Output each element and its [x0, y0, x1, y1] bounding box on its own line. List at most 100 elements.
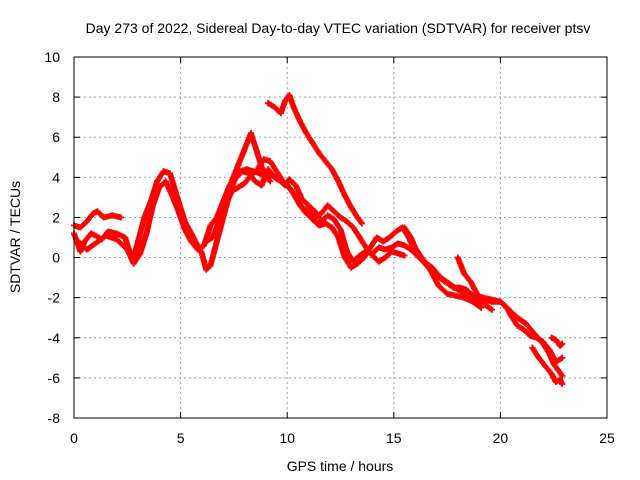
data-point: [77, 224, 84, 231]
x-axis-ticks: 0 5 10 15 20 25: [70, 57, 615, 446]
data-point: [292, 182, 299, 189]
data-point: [469, 298, 476, 305]
data-point: [441, 278, 448, 285]
data-point: [211, 246, 218, 253]
y-tick-label: -6: [48, 370, 61, 386]
data-point: [241, 146, 248, 153]
x-tick-label: 25: [599, 430, 615, 446]
y-axis-label: SDTVAR / TECUs: [7, 181, 23, 293]
data-point: [401, 242, 408, 249]
data-point: [454, 254, 461, 261]
x-tick-label: 20: [493, 430, 509, 446]
data-point: [542, 362, 549, 369]
data-point: [328, 224, 335, 231]
data-point: [94, 208, 101, 215]
data-point: [471, 294, 478, 301]
data-point: [382, 246, 389, 253]
data-point: [143, 230, 150, 237]
data-point: [100, 214, 107, 221]
series-track-j: [529, 344, 566, 387]
data-point: [299, 204, 306, 211]
data-point: [286, 92, 293, 99]
data-point: [418, 254, 425, 261]
data-point: [169, 192, 176, 199]
data-point: [260, 156, 267, 163]
data-point: [546, 346, 553, 353]
data-point: [277, 110, 284, 117]
x-axis-label: GPS time / hours: [287, 458, 394, 474]
x-tick-label: 10: [279, 430, 295, 446]
series-markers: [265, 92, 365, 227]
series-track-a: [71, 208, 124, 231]
y-tick-label: -8: [48, 410, 61, 426]
data-point: [154, 178, 161, 185]
data-point: [375, 244, 382, 251]
data-point: [324, 212, 331, 219]
data-point: [267, 178, 274, 185]
data-point: [235, 162, 242, 169]
data-point: [548, 370, 555, 377]
data-point: [557, 376, 564, 383]
data-point: [435, 282, 442, 289]
data-point: [552, 336, 559, 343]
data-point: [311, 208, 318, 215]
data-point: [130, 260, 137, 267]
data-point: [533, 334, 540, 341]
series-track-h: [454, 254, 566, 365]
data-point: [81, 238, 88, 245]
data-point: [552, 378, 559, 385]
data-point: [171, 184, 178, 191]
data-point: [209, 234, 216, 241]
data-point: [252, 178, 259, 185]
data-point: [328, 166, 335, 173]
data-point: [354, 260, 361, 267]
data-point: [488, 306, 495, 313]
series-track-g: [401, 224, 495, 313]
data-point: [92, 240, 99, 247]
data-point: [117, 214, 124, 221]
y-axis-ticks: -8 -6 -4 -2 0 2 4 6 8 10: [44, 49, 607, 426]
data-point: [356, 252, 363, 259]
data-point: [77, 248, 84, 255]
data-point: [181, 226, 188, 233]
data-point: [162, 178, 169, 185]
data-point: [322, 158, 329, 165]
data-point: [322, 220, 329, 227]
y-tick-label: 8: [52, 89, 60, 105]
data-point: [247, 130, 254, 137]
data-point: [228, 188, 235, 195]
series-track-f: [265, 92, 365, 227]
data-point: [83, 218, 90, 225]
data-point: [201, 242, 208, 249]
data-point: [514, 322, 521, 329]
data-point: [350, 224, 357, 231]
x-tick-label: 15: [386, 430, 402, 446]
data-point: [265, 100, 272, 107]
data-point: [305, 208, 312, 215]
data-point: [508, 312, 515, 319]
data-point: [380, 238, 387, 245]
data-point: [559, 354, 566, 361]
data-point: [228, 178, 235, 185]
data-point: [514, 314, 521, 321]
y-tick-label: 6: [52, 129, 60, 145]
data-point: [324, 202, 331, 209]
data-point: [141, 214, 148, 221]
data-point: [488, 298, 495, 305]
series-track-e: [203, 156, 408, 265]
data-point: [247, 172, 254, 179]
data-point: [318, 210, 325, 217]
data-point: [122, 234, 129, 241]
series-markers: [71, 166, 566, 379]
data-point: [395, 250, 402, 257]
data-point: [520, 326, 527, 333]
data-point: [522, 320, 529, 327]
data-point: [559, 380, 566, 387]
data-point: [134, 238, 141, 245]
data-point: [271, 104, 278, 111]
data-point: [552, 358, 559, 365]
data-point: [331, 208, 338, 215]
data-point: [102, 232, 109, 239]
data-point: [175, 208, 182, 215]
data-point: [292, 194, 299, 201]
